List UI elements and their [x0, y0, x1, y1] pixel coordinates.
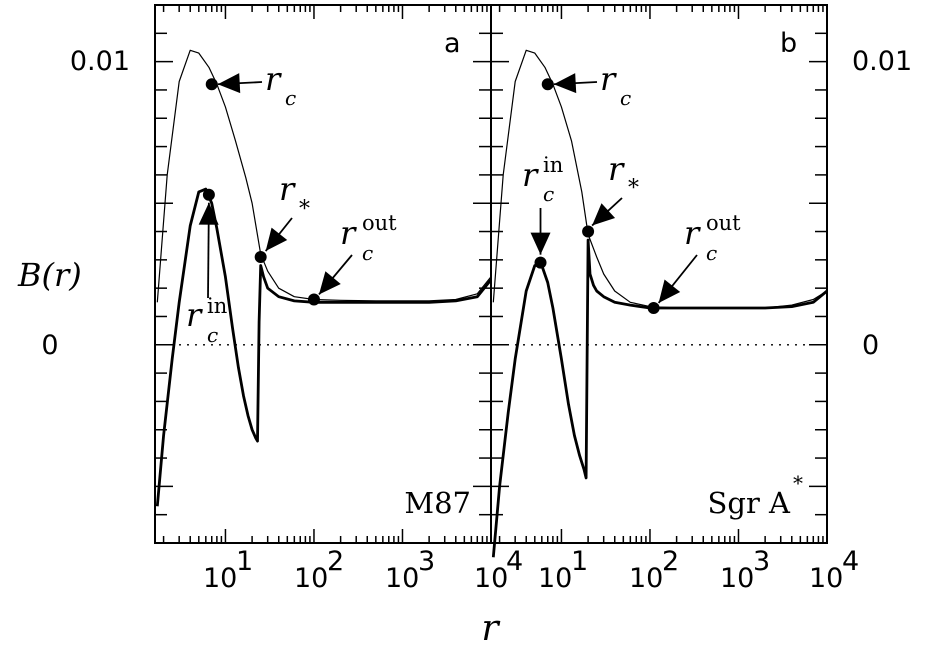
critical-point-rcin-b — [534, 256, 547, 269]
x-tick-exp-a-4: 4 — [506, 546, 523, 577]
panel-b-object-superscript: * — [793, 471, 803, 495]
arrow-rstar-b-head — [592, 203, 616, 226]
arrow-rstar-a-head — [265, 227, 288, 252]
label-rc-b-sub: c — [620, 86, 631, 110]
critical-point-rcout-b — [647, 301, 660, 314]
point-markers — [202, 78, 660, 314]
label-rout-a-sub: c — [362, 241, 373, 265]
y-tick-label-left-top: 0.01 — [70, 46, 130, 77]
label-rout-b-sup: out — [706, 211, 741, 235]
label-rin-a-sub: c — [207, 323, 218, 347]
critical-point-rc-a — [205, 78, 218, 91]
x-tick-exp-b-1: 1 — [571, 546, 588, 577]
label-rc-a: r — [265, 60, 282, 98]
label-rout-a: r — [340, 214, 357, 252]
x-tick-label-b-1: 10 — [538, 563, 572, 594]
label-rstar-b: r — [608, 150, 625, 188]
critical-point-rcout-a — [307, 293, 320, 306]
arrow-rc-a-head — [217, 73, 241, 94]
label-rin-b: r — [522, 156, 539, 194]
y-tick-label-right-zero: 0 — [862, 330, 879, 361]
label-rin-b-sup: in — [543, 153, 563, 177]
x-tick-exp-b-2: 2 — [662, 546, 679, 577]
label-rin-b-sub: c — [543, 182, 554, 206]
annotation-arrows — [198, 73, 698, 304]
x-tick-label-a-2: 10 — [294, 563, 328, 594]
critical-point-r-a — [254, 251, 267, 264]
critical-point-rcin-a — [202, 188, 215, 201]
critical-point-rc-b — [541, 78, 554, 91]
x-tick-label-a-4: 10 — [474, 563, 508, 594]
label-rin-a: r — [186, 296, 203, 334]
thick-curve-b — [491, 238, 828, 558]
arrow-rc-b-head — [553, 73, 577, 94]
panel-b-letter: b — [780, 28, 797, 59]
x-tick-label-b-2: 10 — [629, 563, 663, 594]
label-rout-b: r — [684, 214, 701, 252]
x-tick-exp-a-1: 1 — [236, 546, 253, 577]
x-tick-labels: 10 1 10 2 10 3 10 4 10 1 10 2 10 3 10 4 — [203, 546, 859, 594]
arrow-rout-a-head — [318, 271, 341, 295]
panel-b-frame — [490, 4, 828, 544]
x-tick-label-b-4: 10 — [809, 563, 843, 594]
label-rc-b: r — [600, 60, 617, 98]
panel-a-letter: a — [444, 28, 461, 59]
label-rstar-a-sub: * — [299, 197, 310, 222]
x-tick-exp-b-4: 4 — [842, 546, 859, 577]
arrow-rin-a-head — [198, 202, 219, 225]
x-tick-label-a-3: 10 — [385, 563, 419, 594]
label-rout-b-sub: c — [706, 241, 717, 265]
label-rstar-a: r — [279, 170, 296, 208]
x-tick-exp-a-2: 2 — [327, 546, 344, 577]
curves — [155, 49, 828, 558]
y-tick-label-left-zero: 0 — [41, 330, 58, 361]
thick-curve-a — [155, 187, 493, 507]
panel-a-frame — [154, 4, 492, 544]
critical-point-r-b — [582, 225, 595, 238]
x-tick-exp-a-3: 3 — [418, 546, 435, 577]
arrow-rout-b-head — [658, 279, 681, 303]
label-rc-a-sub: c — [285, 86, 296, 110]
x-tick-label-b-3: 10 — [720, 563, 754, 594]
axis-ticks — [155, 5, 828, 543]
x-tick-label-a-1: 10 — [203, 563, 237, 594]
panel-b-object-label: Sgr A — [708, 486, 792, 520]
label-rin-a-sup: in — [207, 294, 227, 318]
x-axis-label: r — [481, 608, 500, 645]
y-axis-label: B(r) — [17, 256, 82, 294]
panel-a-object-label: M87 — [404, 486, 471, 520]
label-rstar-b-sub: * — [628, 176, 639, 201]
y-tick-label-right-top: 0.01 — [852, 46, 912, 77]
label-rout-a-sup: out — [362, 211, 397, 235]
arrow-rin-b-head — [530, 232, 551, 255]
x-tick-exp-b-3: 3 — [753, 546, 770, 577]
